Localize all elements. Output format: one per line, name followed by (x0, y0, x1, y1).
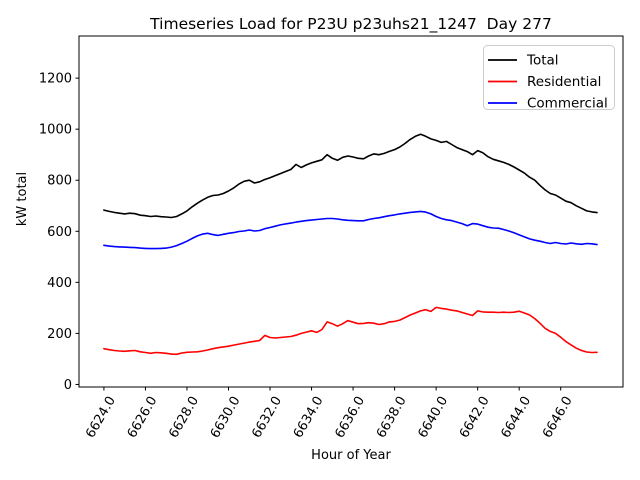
y-tick-label: 1200 (39, 72, 72, 87)
x-tick-label: 6628.0 (166, 394, 202, 441)
legend-box (483, 45, 615, 110)
x-tick-label: 6642.0 (457, 394, 493, 441)
x-tick-label: 6630.0 (208, 394, 244, 441)
x-tick-label: 6624.0 (83, 394, 119, 441)
y-tick-label: 600 (47, 225, 72, 240)
x-tick-label: 6638.0 (374, 394, 410, 441)
y-tick-label: 0 (64, 378, 72, 393)
x-tick-label: 6626.0 (125, 394, 161, 441)
residential-line (103, 306, 598, 356)
chart-title: Timeseries Load for P23U p23uhs21_1247 D… (149, 15, 552, 34)
plot-frame (78, 35, 624, 388)
commercial-line (103, 210, 598, 250)
legend-label-total: Total (526, 53, 559, 69)
x-tick-label: 6636.0 (332, 394, 368, 441)
legend: Total Residential Commercial (483, 45, 615, 112)
x-tick-label: 6640.0 (415, 394, 451, 441)
x-tick-label: 6644.0 (499, 394, 535, 441)
x-tick-label: 6632.0 (249, 394, 285, 441)
plot-series (103, 133, 598, 356)
y-tick-label: 1000 (39, 123, 72, 138)
legend-label-residential: Residential (527, 74, 601, 90)
legend-label-commercial: Commercial (527, 96, 608, 112)
y-tick-label: 800 (47, 174, 72, 189)
x-axis-label: Hour of Year (311, 448, 391, 463)
y-tick-label: 200 (47, 327, 72, 342)
x-tick-label: 6646.0 (540, 394, 576, 441)
total-line (103, 133, 598, 219)
x-tick-label: 6634.0 (291, 394, 327, 441)
x-axis-ticks: 6624.0 6626.0 6628.0 6630.0 6632.0 6634.0 6636… (83, 387, 576, 441)
y-axis-label: kW total (15, 172, 30, 226)
y-tick-label: 400 (47, 276, 72, 291)
y-axis-ticks: 0 200 400 600 800 1000 1200 (39, 72, 79, 393)
